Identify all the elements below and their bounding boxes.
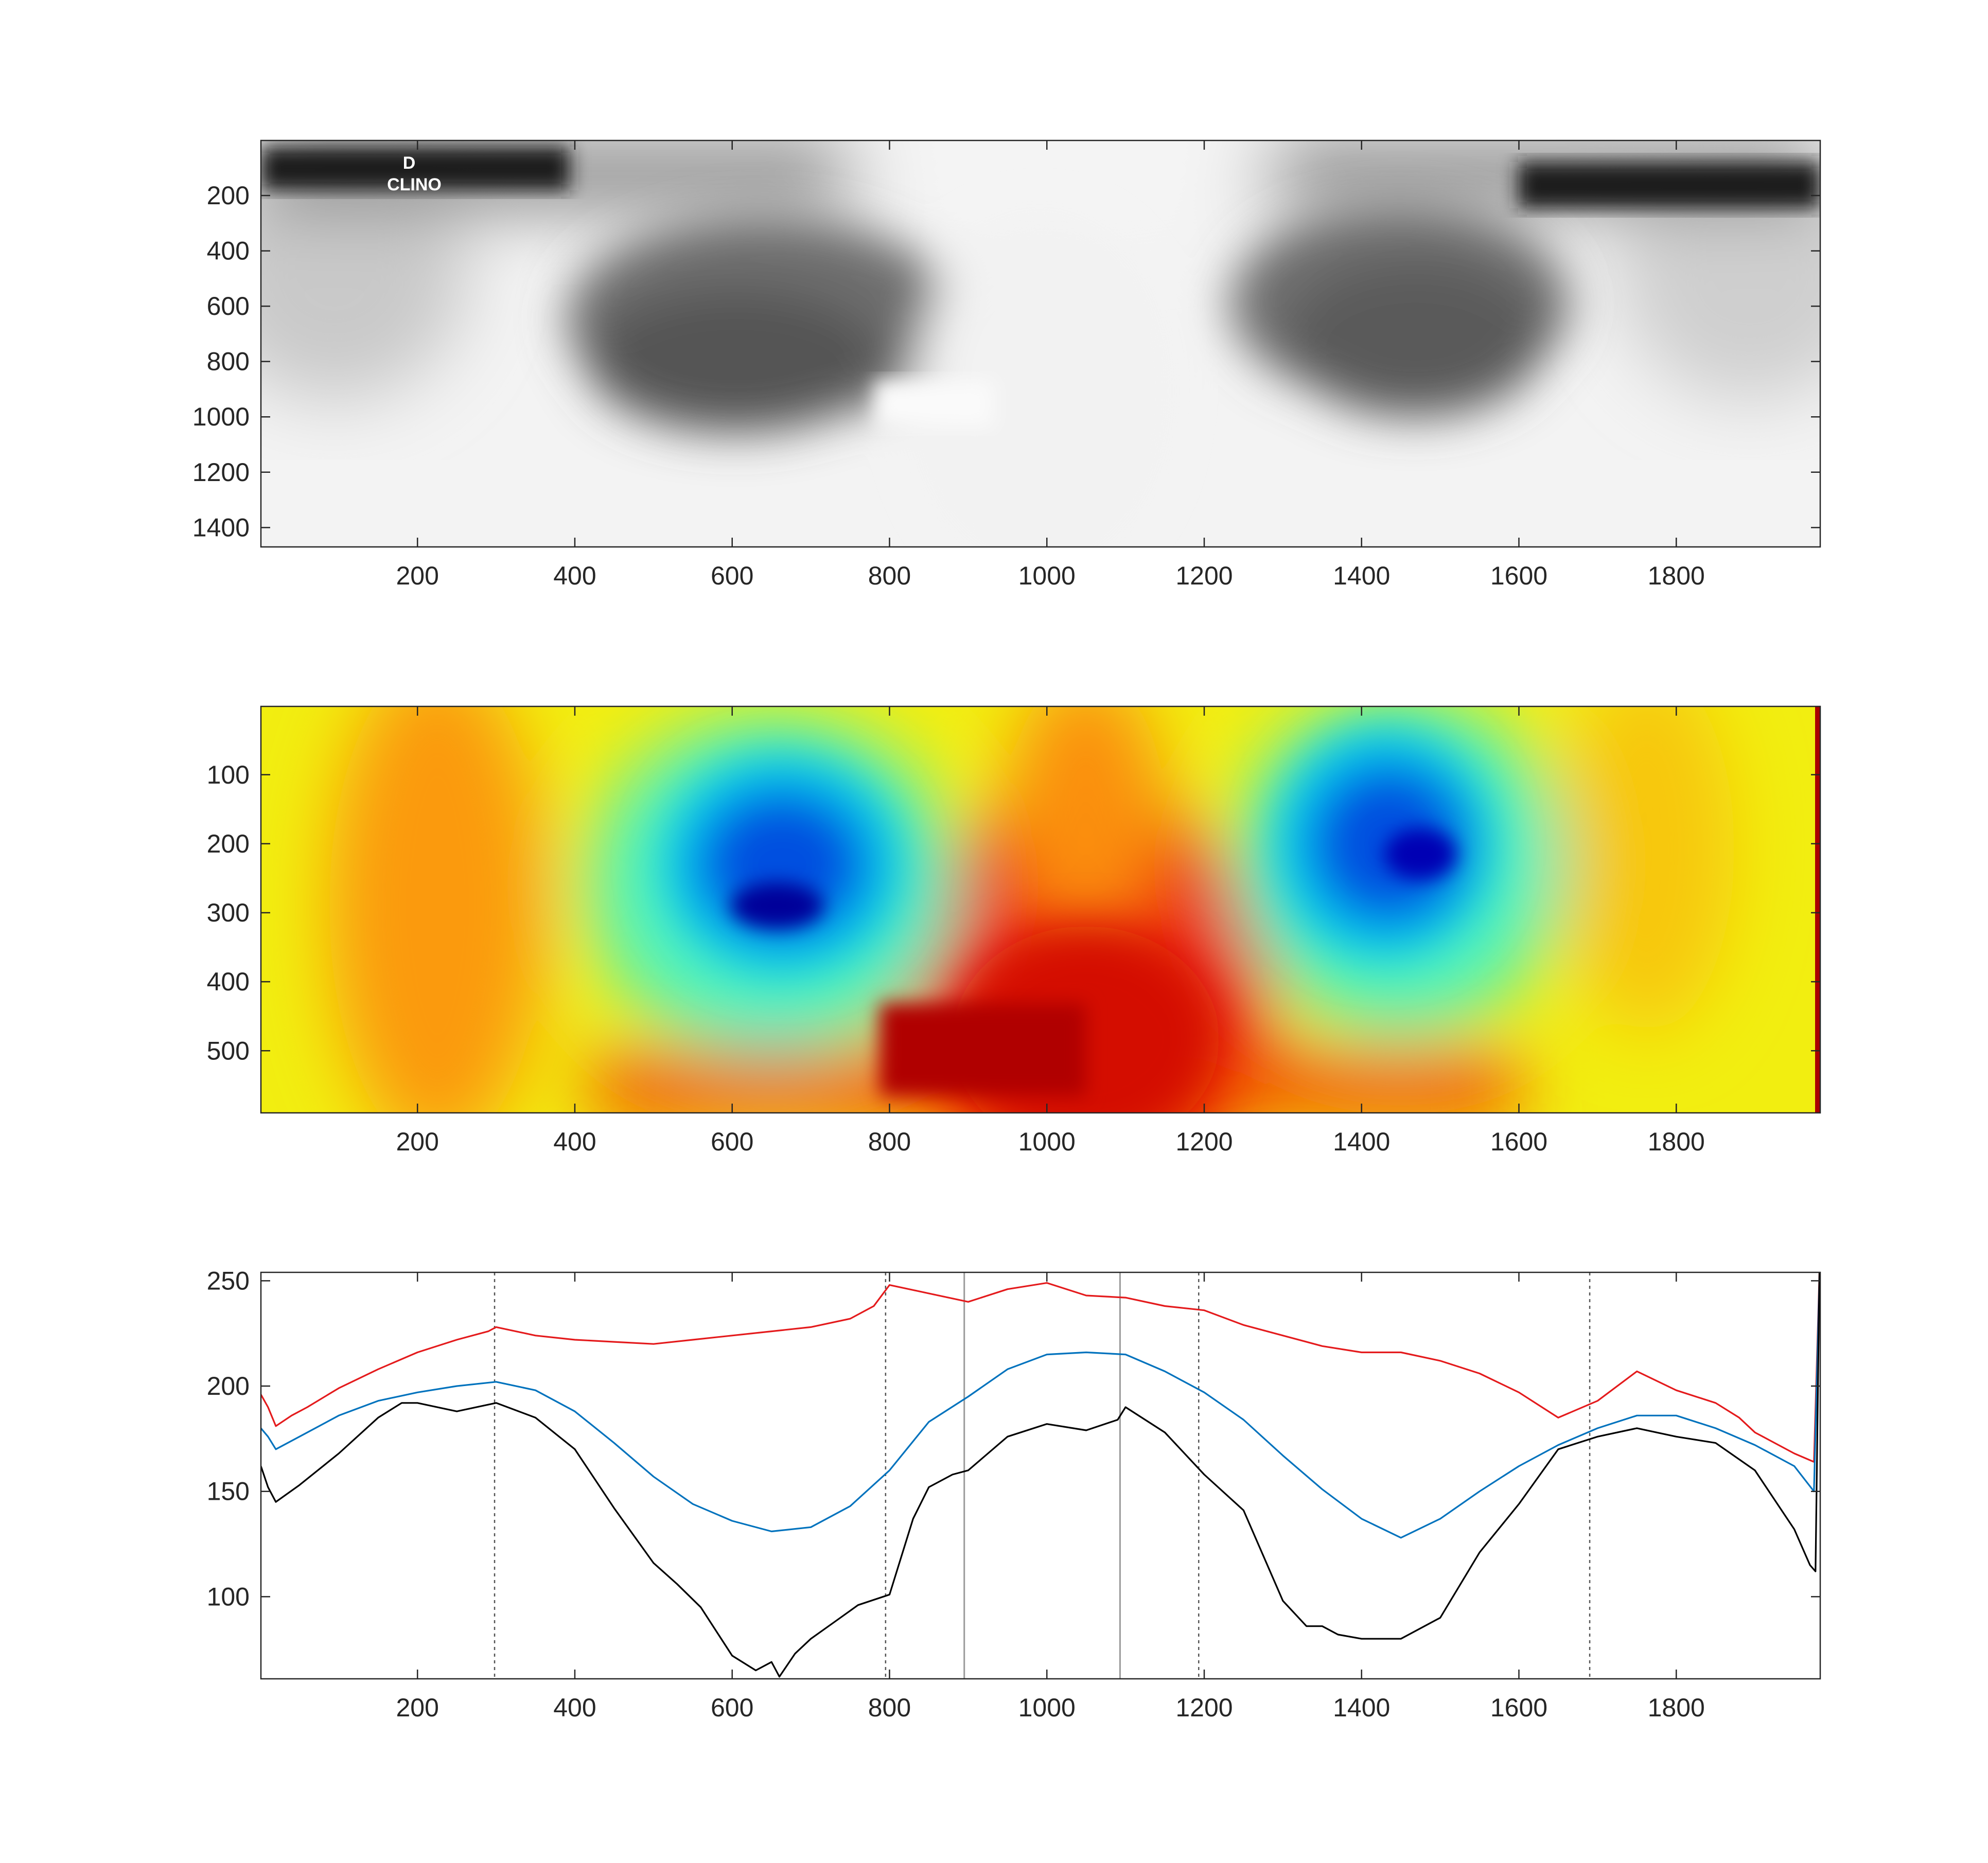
x-tick-label: 1200 <box>1175 1693 1233 1722</box>
x-tick-label: 800 <box>868 1693 911 1722</box>
y-tick-label: 1400 <box>192 513 250 542</box>
x-tick-label: 1400 <box>1333 561 1390 590</box>
x-tick-label: 1000 <box>1018 1127 1076 1156</box>
x-tick-label: 400 <box>553 561 596 590</box>
y-tick-label: 500 <box>207 1036 250 1065</box>
x-tick-label: 1800 <box>1648 1127 1705 1156</box>
axes-box <box>260 1271 1821 1680</box>
x-tick-label: 800 <box>868 1127 911 1156</box>
x-tick-label: 200 <box>396 1127 439 1156</box>
profile-panel: 200 400 600 800 1000 1200 1400 1600 1800 100 150 20… <box>207 1266 1821 1722</box>
x-tick-label: 1600 <box>1490 1693 1547 1722</box>
y-tick-label: 200 <box>207 1372 250 1400</box>
y-tick-label: 800 <box>207 347 250 376</box>
x-tick-label: 1800 <box>1648 561 1705 590</box>
x-tick-label: 1000 <box>1018 561 1076 590</box>
heatmap-image <box>261 706 1820 1113</box>
heatmap-axes: 200 400 600 800 1000 1200 1400 1600 1800 100 200 30… <box>207 705 1821 1156</box>
y-tick-label: 200 <box>207 181 250 210</box>
xray-image: D CLINO <box>261 140 1820 547</box>
xray-overlay-label: CLINO <box>387 175 442 194</box>
xray-axes: 200 400 600 800 1000 1200 1400 1600 1800 200 400 60… <box>192 139 1821 590</box>
y-tick-label: 400 <box>207 967 250 996</box>
y-tick-label: 1200 <box>192 458 250 487</box>
x-tick-label: 200 <box>396 561 439 590</box>
x-tick-label: 400 <box>553 1127 596 1156</box>
y-tick-label: 200 <box>207 829 250 858</box>
x-tick-label: 600 <box>711 1127 753 1156</box>
x-tick-label: 1200 <box>1175 1127 1233 1156</box>
y-tick-label: 100 <box>207 1582 250 1611</box>
y-tick-label: 1000 <box>192 402 250 431</box>
heatmap-panel: 200 400 600 800 1000 1200 1400 1600 1800 100 200 30… <box>207 705 1821 1156</box>
x-tick-label: 600 <box>711 561 753 590</box>
x-tick-label: 1400 <box>1333 1693 1390 1722</box>
xray-panel: D CLINO 200 400 600 800 1000 1200 1400 1600 1800… <box>192 139 1821 590</box>
axes-box <box>260 705 1821 1114</box>
x-tick-label: 1600 <box>1490 1127 1547 1156</box>
profile-series-line <box>261 1272 1820 1463</box>
x-tick-label: 1200 <box>1175 561 1233 590</box>
y-tick-label: 250 <box>207 1266 250 1295</box>
x-tick-label: 1600 <box>1490 561 1547 590</box>
y-tick-label: 300 <box>207 898 250 927</box>
x-tick-label: 1000 <box>1018 1693 1076 1722</box>
profile-series-line <box>261 1272 1820 1678</box>
x-tick-label: 200 <box>396 1693 439 1722</box>
x-tick-label: 400 <box>553 1693 596 1722</box>
y-tick-label: 150 <box>207 1477 250 1506</box>
y-tick-label: 100 <box>207 760 250 789</box>
x-tick-label: 1400 <box>1333 1127 1390 1156</box>
x-tick-label: 800 <box>868 561 911 590</box>
y-tick-label: 600 <box>207 292 250 321</box>
profile-axes: 200 400 600 800 1000 1200 1400 1600 1800 100 150 20… <box>207 1266 1821 1722</box>
profile-series-line <box>261 1276 1820 1539</box>
y-tick-label: 400 <box>207 237 250 265</box>
xray-overlay-letter: D <box>403 153 416 173</box>
x-tick-label: 600 <box>711 1693 753 1722</box>
axes-box <box>260 139 1821 548</box>
x-tick-label: 1800 <box>1648 1693 1705 1722</box>
